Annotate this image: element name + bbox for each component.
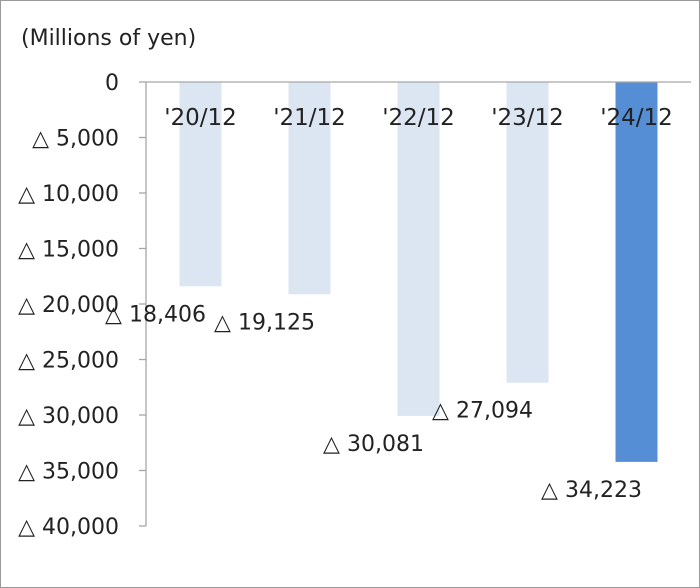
x-tick-label: '23/12 bbox=[491, 105, 564, 131]
y-tick-label: △ 10,000 bbox=[18, 182, 119, 207]
bar-1 bbox=[288, 82, 331, 295]
data-label: △ 18,406 bbox=[105, 302, 206, 327]
unit-label: (Millions of yen) bbox=[21, 26, 196, 51]
y-tick-label: △ 15,000 bbox=[18, 238, 119, 263]
bar-3 bbox=[506, 82, 549, 383]
y-tick-label: △ 5,000 bbox=[32, 127, 119, 152]
data-labels-group: △ 18,406 △ 19,125 △ 30,081 △ 27,094 △ 34,223 bbox=[105, 302, 642, 503]
y-tick-label: △ 35,000 bbox=[18, 460, 119, 485]
data-label: △ 34,223 bbox=[541, 478, 642, 503]
y-tick-label: △ 30,000 bbox=[18, 404, 119, 429]
y-axis: 0 △ 5,000 △ 10,000 △ 15,000 △ 20,000 △ 25,000… bbox=[18, 71, 147, 540]
bar-4 bbox=[615, 82, 658, 462]
data-label: △ 27,094 bbox=[432, 399, 533, 424]
y-tick-label: △ 40,000 bbox=[18, 515, 119, 540]
x-tick-label: '24/12 bbox=[600, 105, 673, 131]
data-label: △ 30,081 bbox=[323, 432, 424, 457]
x-axis: '20/12 '21/12 '22/12 '23/12 '24/12 bbox=[146, 81, 691, 131]
bars-group bbox=[179, 82, 658, 462]
x-tick-label: '22/12 bbox=[382, 105, 455, 131]
y-tick-label: △ 20,000 bbox=[18, 293, 119, 318]
data-label: △ 19,125 bbox=[214, 310, 315, 335]
y-tick-label: 0 bbox=[105, 71, 119, 96]
y-tick-label: △ 25,000 bbox=[18, 349, 119, 374]
bar-2 bbox=[397, 82, 440, 416]
bar-0 bbox=[179, 82, 222, 287]
x-tick-label: '20/12 bbox=[164, 105, 237, 131]
x-tick-label: '21/12 bbox=[273, 105, 346, 131]
